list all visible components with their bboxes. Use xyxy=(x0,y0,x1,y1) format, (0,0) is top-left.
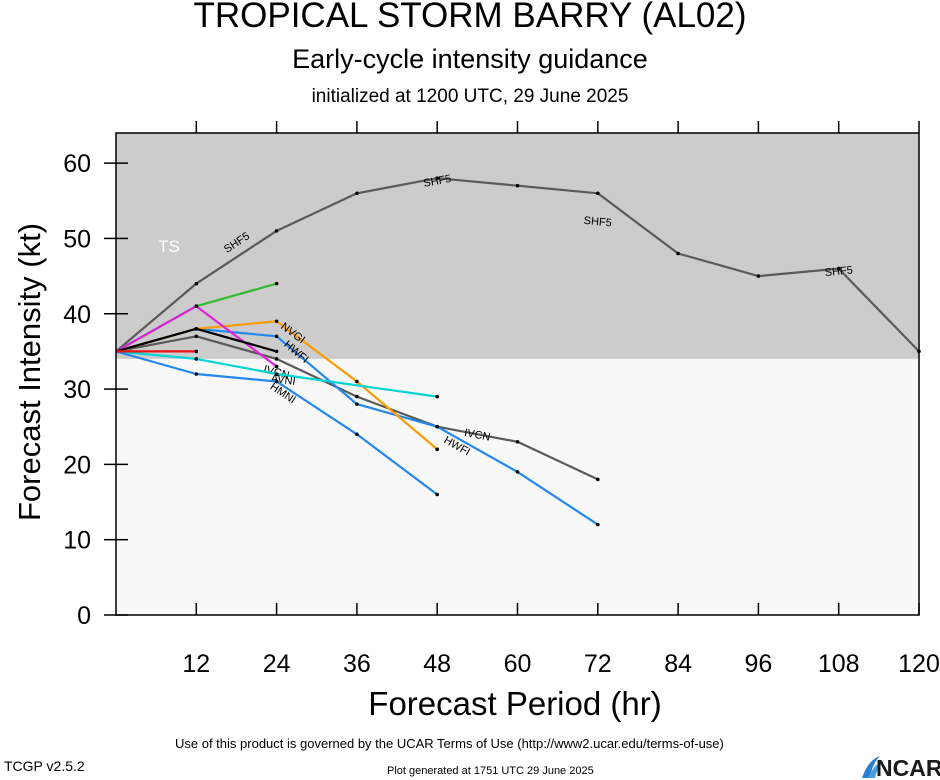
series-label: SHF5 xyxy=(422,173,452,190)
data-point xyxy=(274,364,279,369)
data-point xyxy=(194,349,199,354)
chart-subtitle: Early-cycle intensity guidance xyxy=(292,44,648,74)
y-tick-label: 60 xyxy=(63,150,91,178)
data-point xyxy=(435,447,440,452)
y-tick-label: 0 xyxy=(77,602,91,630)
series-avni: AVNI xyxy=(115,350,440,399)
y-tick-label: 50 xyxy=(63,225,91,253)
series-label: SHF5 xyxy=(824,264,853,279)
data-point xyxy=(355,432,359,437)
data-point xyxy=(194,304,199,309)
data-point xyxy=(274,319,279,324)
data-point xyxy=(194,281,199,286)
data-point xyxy=(676,251,680,256)
y-tick-label: 40 xyxy=(63,301,91,329)
x-tick-label: 60 xyxy=(504,650,532,678)
data-point xyxy=(194,357,199,361)
data-point xyxy=(515,439,520,444)
x-tick-label: 96 xyxy=(744,650,772,678)
version-label: TCGP v2.5.2 xyxy=(4,758,85,774)
series-label-text: IVCN xyxy=(463,427,491,444)
terms-of-use-text: Use of this product is governed by the U… xyxy=(175,736,724,751)
data-point xyxy=(274,334,279,339)
ncar-logo: NCAR xyxy=(862,755,940,780)
data-point xyxy=(515,470,520,474)
series-label: SHF5 xyxy=(583,215,612,230)
ncar-swoosh-icon xyxy=(862,756,884,778)
x-axis-label: Forecast Period (hr) xyxy=(368,685,662,722)
data-point xyxy=(194,334,199,339)
data-point xyxy=(435,492,440,497)
intensity-bands xyxy=(116,133,919,615)
data-point xyxy=(836,266,841,271)
series-label-text: SHF5 xyxy=(422,173,452,190)
x-tick-label: 48 xyxy=(423,650,451,678)
y-tick-label: 30 xyxy=(63,376,91,404)
x-tick-label: 36 xyxy=(343,650,371,678)
series-unlabeled-9 xyxy=(116,349,199,354)
series-label-text: AVNI xyxy=(270,373,296,388)
data-point xyxy=(596,477,600,482)
y-axis-label: Forecast Intensity (kt) xyxy=(12,222,47,522)
series-label: IVCN xyxy=(463,427,491,444)
data-point xyxy=(355,402,359,406)
data-point xyxy=(194,372,199,376)
data-point xyxy=(435,424,440,429)
chart-title: TROPICAL STORM BARRY (AL02) xyxy=(193,0,747,35)
series-layer: SHF5SHF5SHF5SHF5IVCNIVCNHWFIHWFINVGIAVNI… xyxy=(115,173,921,527)
data-point xyxy=(274,379,279,384)
data-point xyxy=(435,176,440,180)
data-point xyxy=(274,372,279,376)
data-point xyxy=(274,281,279,286)
y-tick-label: 20 xyxy=(63,451,91,479)
x-tick-label: 72 xyxy=(584,650,612,678)
series-unlabeled-8 xyxy=(115,327,279,354)
data-point xyxy=(515,183,520,188)
x-tick-label: 120 xyxy=(898,650,940,678)
data-point xyxy=(194,327,199,331)
x-tick-label: 12 xyxy=(182,650,210,678)
data-point xyxy=(355,379,359,384)
series-line xyxy=(115,350,438,398)
series-label-text: SHF5 xyxy=(824,264,853,279)
data-point xyxy=(435,394,440,399)
data-point xyxy=(274,357,279,361)
data-point xyxy=(596,191,600,196)
data-point xyxy=(355,191,359,196)
data-point xyxy=(274,349,279,354)
intensity-band xyxy=(116,133,919,359)
intensity-band xyxy=(116,358,919,615)
axis-ticks: 12 24 36 48 60 72 84 96 108 120 0 10 20 30 40 50 60 xyxy=(63,121,940,678)
series-label: AVNI xyxy=(270,373,296,388)
band-labels: TS xyxy=(158,237,180,256)
data-point xyxy=(756,274,761,278)
series-unlabeled-7 xyxy=(115,304,279,369)
initialization-time: initialized at 1200 UTC, 29 June 2025 xyxy=(311,86,629,107)
data-point xyxy=(355,394,359,399)
y-tick-label: 10 xyxy=(63,527,91,555)
data-point xyxy=(274,229,279,233)
series-label-text: SHF5 xyxy=(583,215,612,230)
generated-timestamp: Plot generated at 1751 UTC 29 June 2025 xyxy=(387,765,594,777)
band-label-ts: TS xyxy=(158,237,180,256)
x-tick-label: 108 xyxy=(818,650,860,678)
x-tick-label: 84 xyxy=(664,650,692,678)
x-tick-label: 24 xyxy=(263,650,291,678)
data-point xyxy=(596,522,600,527)
ncar-logo-text: NCAR xyxy=(876,755,940,780)
